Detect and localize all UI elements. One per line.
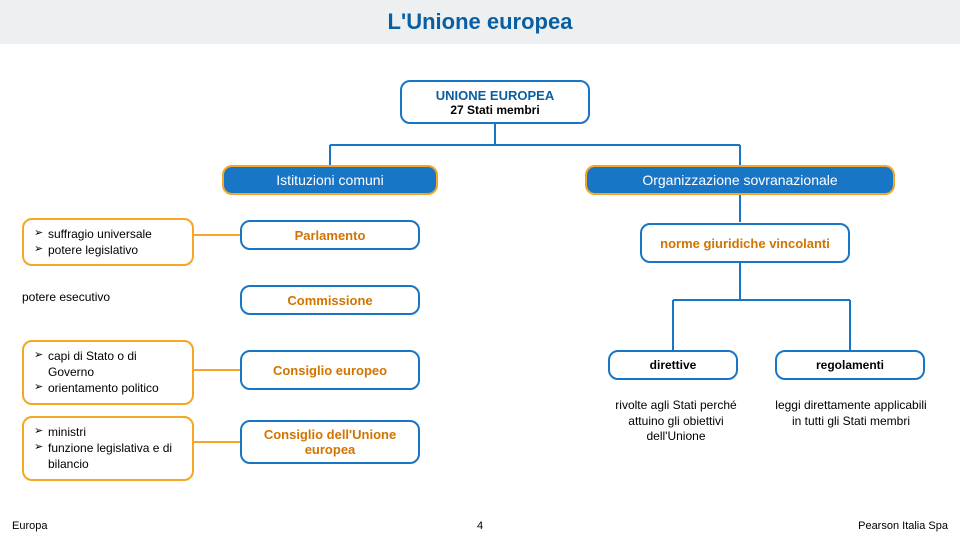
note-consiglio-ue: ministri funzione legislativa e di bilan… <box>22 416 194 481</box>
inst-consiglio-europeo: Consiglio europeo <box>240 350 420 390</box>
root-box: UNIONE EUROPEA 27 Stati membri <box>400 80 590 124</box>
footer-right: Pearson Italia Spa <box>858 520 948 532</box>
norms-box: norme giuridiche vincolanti <box>640 223 850 263</box>
root-line2: 27 Stati membri <box>450 103 539 117</box>
note-parlamento-1: suffragio universale <box>34 226 182 242</box>
note-consiglio-ue-2: funzione legislativa e di bilancio <box>34 440 182 472</box>
regolamenti-box: regolamenti <box>775 350 925 380</box>
inst-commissione: Commissione <box>240 285 420 315</box>
note-commissione: potere esecutivo <box>22 290 110 304</box>
inst-consiglio-ue: Consiglio dell'Unione europea <box>240 420 420 464</box>
inst-parlamento: Parlamento <box>240 220 420 250</box>
note-consiglio-eu-1: capi di Stato o di Governo <box>34 348 182 380</box>
note-consiglio-eu: capi di Stato o di Governo orientamento … <box>22 340 194 405</box>
branch-left: Istituzioni comuni <box>222 165 438 195</box>
note-parlamento-2: potere legislativo <box>34 242 182 258</box>
footer-left: Europa <box>12 520 47 532</box>
direttive-box: direttive <box>608 350 738 380</box>
footer-center: 4 <box>477 520 483 532</box>
direttive-desc: rivolte agli Stati perché attuino gli ob… <box>600 398 752 445</box>
note-consiglio-eu-2: orientamento politico <box>34 380 182 396</box>
note-consiglio-ue-1: ministri <box>34 424 182 440</box>
page-title: L'Unione europea <box>388 9 573 35</box>
root-line1: UNIONE EUROPEA <box>436 88 554 103</box>
note-parlamento: suffragio universale potere legislativo <box>22 218 194 266</box>
branch-right: Organizzazione sovranazionale <box>585 165 895 195</box>
regolamenti-desc: leggi direttamente applicabili in tutti … <box>772 398 930 429</box>
